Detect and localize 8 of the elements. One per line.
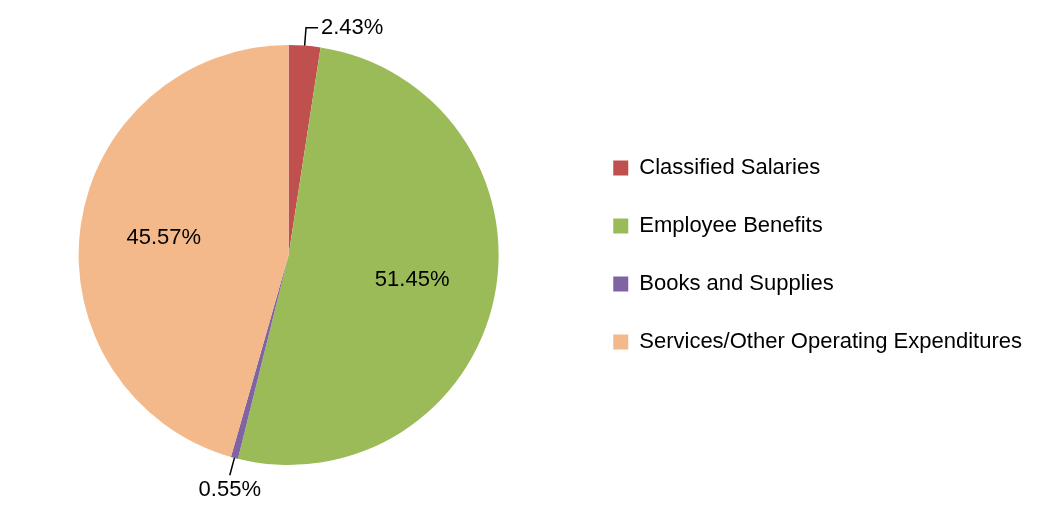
legend-label: Classified Salaries: [639, 154, 821, 180]
data-label: 51.45%: [374, 265, 450, 291]
data-label: 0.55%: [198, 476, 261, 502]
data-label: 45.57%: [126, 223, 202, 249]
legend-label: Services/Other Operating Expenditures: [639, 328, 1023, 354]
data-label: 2.43%: [321, 13, 384, 39]
legend-label: Books and Supplies: [639, 270, 834, 296]
legend-label: Employee Benefits: [639, 212, 823, 238]
